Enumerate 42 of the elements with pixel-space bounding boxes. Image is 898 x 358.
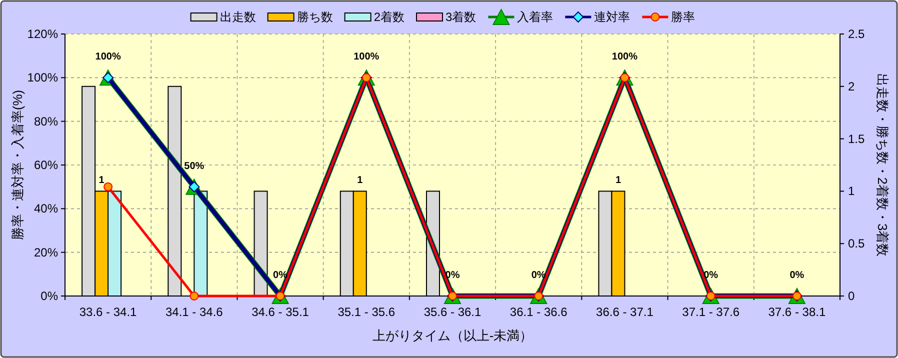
y-tick-label: 60% <box>34 158 58 172</box>
x-tick-label: 37.1 - 37.6 <box>682 305 740 319</box>
y2-tick-label: 1.5 <box>848 132 866 146</box>
x-axis-title: 上がりタイム（以上-未満） <box>372 328 533 343</box>
y2-tick-label: 1 <box>848 184 855 198</box>
y2-tick-label: 0 <box>848 289 855 303</box>
legend-label: 出走数 <box>220 10 256 24</box>
y-tick-label: 0% <box>40 289 58 303</box>
y2-tick-label: 2.5 <box>848 27 866 41</box>
point <box>104 182 113 192</box>
y-tick-label: 40% <box>34 202 58 216</box>
y2-tick-label: 0.5 <box>848 236 866 251</box>
x-tick-label: 37.6 - 38.1 <box>768 305 826 319</box>
data-label: 100% <box>95 52 121 63</box>
x-tick-label: 35.6 - 36.1 <box>424 305 482 319</box>
data-label: 1 <box>357 175 364 186</box>
y2-tick-label: 2 <box>848 79 855 94</box>
x-tick-label: 36.6 - 37.1 <box>596 305 654 319</box>
legend-label: 勝率 <box>671 10 696 24</box>
x-tick-label: 36.1 - 36.6 <box>510 305 568 319</box>
legend-label: 入着率 <box>517 10 554 24</box>
data-label: 0% <box>790 270 804 281</box>
y-tick-label: 120% <box>27 27 58 41</box>
data-label: 100% <box>354 52 380 63</box>
data-label: 50% <box>184 160 204 172</box>
legend-label: 勝ち数 <box>296 10 333 24</box>
data-label: 1 <box>615 175 622 186</box>
y-axis-title: 勝率・連対率・入着率(%) <box>10 90 25 240</box>
legend-label: 2着数 <box>374 10 404 24</box>
data-label: 1 <box>98 175 105 186</box>
legend-label: 3着数 <box>446 10 476 24</box>
y-tick-label: 20% <box>34 245 58 260</box>
x-tick-label: 33.6 - 34.1 <box>79 305 138 319</box>
x-tick-label: 35.1 - 35.6 <box>338 305 396 319</box>
y-tick-label: 80% <box>34 114 58 128</box>
x-tick-label: 34.6 - 35.1 <box>252 305 310 319</box>
point <box>190 292 199 300</box>
x-tick-label: 34.1 - 34.6 <box>165 305 224 319</box>
data-label: 100% <box>612 52 638 63</box>
legend-label: 連対率 <box>594 10 630 24</box>
y-tick-label: 100% <box>27 70 58 85</box>
y2-axis-title: 出走数・勝ち数・2着数・3着数 <box>875 73 890 257</box>
